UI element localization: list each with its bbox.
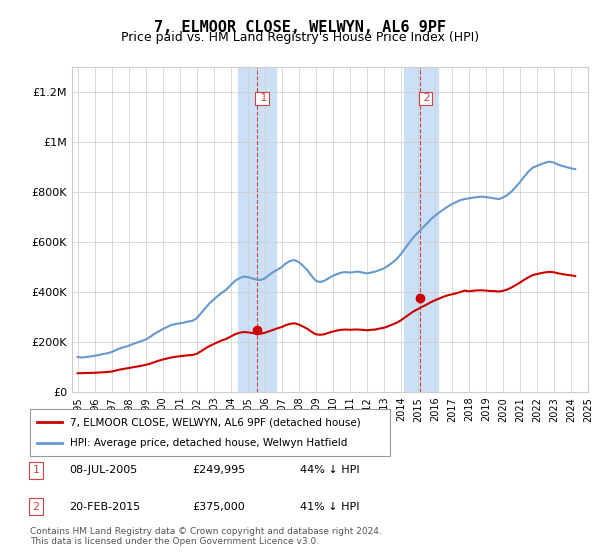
- Bar: [238, 67, 276, 392]
- FancyBboxPatch shape: [30, 409, 390, 456]
- Text: 7, ELMOOR CLOSE, WELWYN, AL6 9PF (detached house): 7, ELMOOR CLOSE, WELWYN, AL6 9PF (detach…: [70, 417, 361, 427]
- Text: 1: 1: [32, 465, 40, 475]
- Text: 44% ↓ HPI: 44% ↓ HPI: [300, 465, 359, 475]
- Text: 2: 2: [32, 502, 40, 512]
- Text: Price paid vs. HM Land Registry's House Price Index (HPI): Price paid vs. HM Land Registry's House …: [121, 31, 479, 44]
- Text: 7, ELMOOR CLOSE, WELWYN, AL6 9PF: 7, ELMOOR CLOSE, WELWYN, AL6 9PF: [154, 20, 446, 35]
- Text: 1: 1: [257, 93, 267, 103]
- Text: 2: 2: [420, 93, 431, 103]
- Text: 20-FEB-2015: 20-FEB-2015: [69, 502, 140, 512]
- Text: Contains HM Land Registry data © Crown copyright and database right 2024.
This d: Contains HM Land Registry data © Crown c…: [30, 526, 382, 546]
- Text: 08-JUL-2005: 08-JUL-2005: [69, 465, 137, 475]
- Text: 41% ↓ HPI: 41% ↓ HPI: [300, 502, 359, 512]
- Bar: [404, 67, 437, 392]
- Text: £249,995: £249,995: [192, 465, 245, 475]
- Text: £375,000: £375,000: [192, 502, 245, 512]
- Text: HPI: Average price, detached house, Welwyn Hatfield: HPI: Average price, detached house, Welw…: [70, 438, 347, 448]
